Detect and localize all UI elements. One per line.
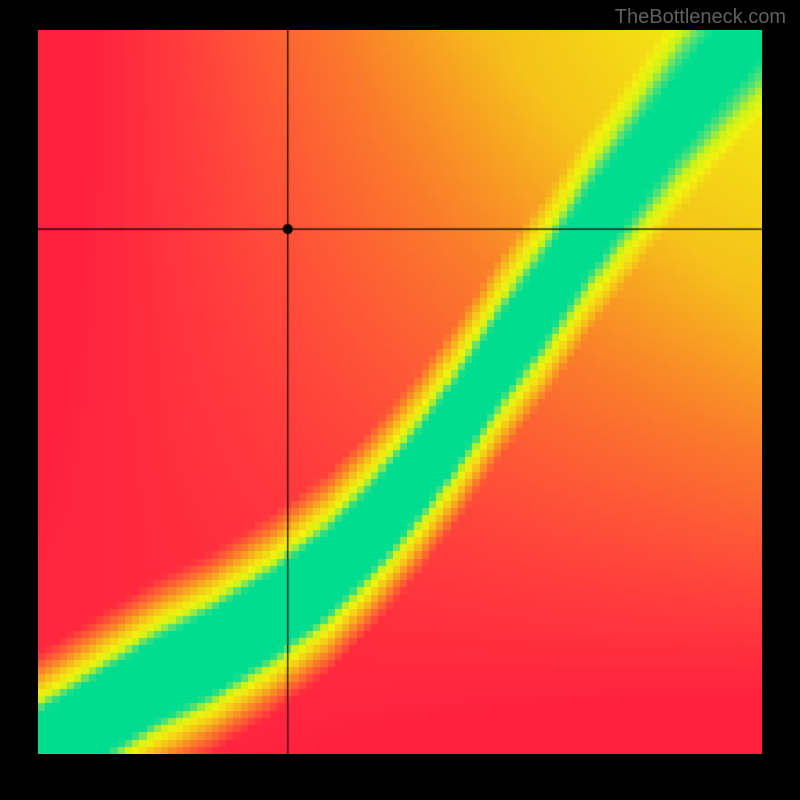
watermark-text: TheBottleneck.com	[615, 6, 786, 29]
heatmap-container	[38, 30, 762, 754]
bottleneck-heatmap	[38, 30, 762, 754]
